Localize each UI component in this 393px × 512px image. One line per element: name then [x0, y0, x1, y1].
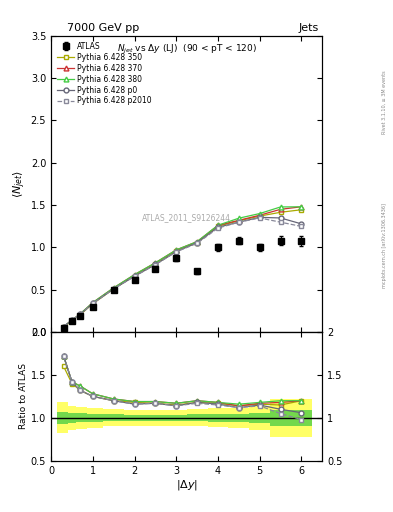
Legend: ATLAS, Pythia 6.428 350, Pythia 6.428 370, Pythia 6.428 380, Pythia 6.428 p0, Py: ATLAS, Pythia 6.428 350, Pythia 6.428 37… — [55, 39, 154, 108]
Text: $N_{jet}$ vs $\Delta y$ (LJ)  (90 < pT < 120): $N_{jet}$ vs $\Delta y$ (LJ) (90 < pT < … — [117, 43, 257, 56]
Y-axis label: Ratio to ATLAS: Ratio to ATLAS — [19, 364, 28, 430]
Text: mcplots.cern.ch [arXiv:1306.3436]: mcplots.cern.ch [arXiv:1306.3436] — [382, 203, 387, 288]
Text: ATLAS_2011_S9126244: ATLAS_2011_S9126244 — [142, 214, 231, 223]
Text: Jets: Jets — [298, 23, 318, 33]
Text: 7000 GeV pp: 7000 GeV pp — [67, 23, 139, 33]
X-axis label: $|\Delta y|$: $|\Delta y|$ — [176, 478, 198, 493]
Y-axis label: $\langle N_{jet} \rangle$: $\langle N_{jet} \rangle$ — [11, 170, 28, 198]
Text: Rivet 3.1.10, ≥ 3M events: Rivet 3.1.10, ≥ 3M events — [382, 71, 387, 134]
